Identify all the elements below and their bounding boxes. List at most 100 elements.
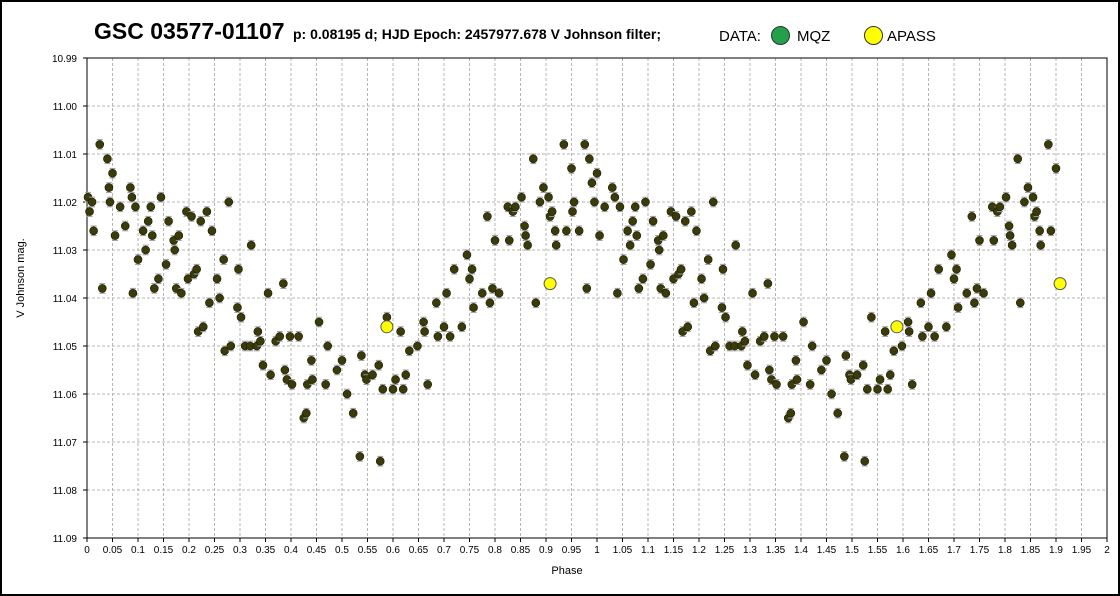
data-point-mqz bbox=[433, 332, 443, 341]
plot-area bbox=[86, 57, 1108, 539]
data-point-mqz bbox=[104, 183, 114, 192]
data-point-mqz bbox=[934, 264, 944, 274]
data-point-mqz bbox=[494, 288, 504, 298]
x-tick-label: 0.7 bbox=[437, 545, 451, 556]
data-point-mqz bbox=[368, 370, 377, 380]
x-tick-label: 1.7 bbox=[947, 545, 961, 556]
data-point-mqz bbox=[108, 168, 117, 178]
data-point-mqz bbox=[1007, 240, 1017, 250]
data-point-mqz bbox=[559, 140, 569, 149]
data-point-mqz bbox=[648, 216, 658, 226]
data-point-mqz bbox=[198, 322, 208, 332]
x-tick-label: 0.35 bbox=[256, 545, 276, 556]
data-point-mqz bbox=[294, 332, 303, 341]
data-point-mqz bbox=[680, 216, 690, 226]
data-point-mqz bbox=[907, 380, 917, 389]
data-point-mqz bbox=[442, 288, 451, 298]
data-point-mqz bbox=[748, 288, 757, 298]
data-point-mqz bbox=[708, 197, 718, 207]
data-point-mqz bbox=[646, 260, 655, 269]
data-point-apass bbox=[890, 320, 904, 334]
data-point-mqz bbox=[143, 216, 153, 226]
data-point-mqz bbox=[539, 183, 548, 192]
data-point-mqz bbox=[1044, 140, 1053, 149]
data-point-mqz bbox=[687, 207, 696, 216]
data-point-mqz bbox=[587, 178, 597, 188]
data-point-mqz bbox=[544, 192, 553, 202]
data-point-mqz bbox=[382, 312, 392, 322]
data-point-mqz bbox=[600, 202, 609, 212]
data-point-mqz bbox=[1051, 164, 1061, 173]
data-point-mqz bbox=[147, 231, 157, 240]
data-point-mqz bbox=[314, 317, 324, 327]
data-point-mqz bbox=[721, 312, 730, 322]
x-tick-label: 1.8 bbox=[998, 545, 1012, 556]
data-point-mqz bbox=[164, 216, 173, 226]
data-point-mqz bbox=[740, 336, 750, 346]
x-tick-label: 1.2 bbox=[692, 545, 706, 556]
x-tick-label: 1.5 bbox=[845, 545, 859, 556]
data-point-mqz bbox=[126, 183, 135, 192]
data-point-mqz bbox=[880, 327, 890, 336]
data-point-mqz bbox=[205, 298, 214, 308]
data-point-mqz bbox=[504, 236, 514, 245]
x-tick-label: 1.05 bbox=[613, 545, 633, 556]
data-point-mqz bbox=[1035, 226, 1044, 236]
data-point-mqz bbox=[1046, 226, 1056, 236]
x-tick-label: 0.6 bbox=[386, 545, 400, 556]
data-point-mqz bbox=[683, 322, 693, 332]
data-point-mqz bbox=[531, 298, 541, 308]
x-tick-label: 1.45 bbox=[817, 545, 837, 556]
data-point-mqz bbox=[926, 288, 936, 298]
x-tick-label: 0.75 bbox=[460, 545, 480, 556]
data-point-mqz bbox=[634, 284, 644, 293]
x-tick-label: 0.95 bbox=[562, 545, 582, 556]
data-point-mqz bbox=[528, 154, 538, 164]
data-point-mqz bbox=[253, 327, 263, 336]
data-point-mqz bbox=[697, 274, 706, 284]
data-point-mqz bbox=[156, 192, 166, 202]
data-point-mqz bbox=[467, 264, 477, 274]
x-tick-label: 0.25 bbox=[205, 545, 225, 556]
data-point-mqz bbox=[852, 370, 862, 380]
data-point-mqz bbox=[1001, 192, 1011, 202]
data-point-mqz bbox=[98, 284, 107, 293]
data-point-mqz bbox=[263, 288, 273, 298]
data-point-mqz bbox=[625, 240, 635, 250]
x-tick-label: 0.4 bbox=[284, 545, 298, 556]
x-tick-label: 1.75 bbox=[970, 545, 990, 556]
data-point-mqz bbox=[595, 231, 604, 240]
data-point-mqz bbox=[841, 351, 851, 360]
data-point-mqz bbox=[307, 356, 316, 365]
data-point-mqz bbox=[1013, 154, 1023, 164]
data-point-mqz bbox=[654, 245, 664, 255]
data-point-mqz bbox=[1023, 183, 1033, 192]
data-point-mqz bbox=[445, 332, 455, 341]
data-point-mqz bbox=[1004, 221, 1014, 231]
legend-label-apass: APASS bbox=[887, 28, 936, 45]
y-tick-label: 11.09 bbox=[53, 534, 78, 545]
data-point-mqz bbox=[778, 332, 788, 341]
y-tick-label: 11.02 bbox=[53, 198, 78, 209]
data-point-mqz bbox=[592, 168, 602, 178]
data-point-mqz bbox=[840, 452, 849, 461]
data-point-mqz bbox=[432, 298, 441, 308]
y-axis-title: V Johnson mag. bbox=[15, 238, 27, 318]
data-point-mqz bbox=[689, 298, 699, 308]
data-point-mqz bbox=[638, 274, 648, 284]
data-point-mqz bbox=[523, 240, 532, 250]
chart-subtitle: p: 0.08195 d; HJD Epoch: 2457977.678 V J… bbox=[293, 26, 662, 42]
data-point-mqz bbox=[623, 226, 632, 236]
legend-marker-apass bbox=[864, 26, 883, 45]
data-point-mqz bbox=[308, 375, 317, 384]
data-point-mqz bbox=[138, 226, 148, 236]
data-point-mqz bbox=[658, 231, 668, 240]
data-point-mqz bbox=[174, 231, 184, 240]
y-tick-label: 11.04 bbox=[53, 294, 78, 305]
x-tick-label: 1.4 bbox=[794, 545, 808, 556]
data-point-mqz bbox=[731, 240, 741, 250]
x-tick-label: 1.25 bbox=[715, 545, 735, 556]
data-point-mqz bbox=[989, 236, 999, 245]
data-point-mqz bbox=[419, 317, 428, 327]
chart-title: GSC 03577-01107 p: 0.08195 d; HJD Epoch:… bbox=[94, 18, 661, 45]
